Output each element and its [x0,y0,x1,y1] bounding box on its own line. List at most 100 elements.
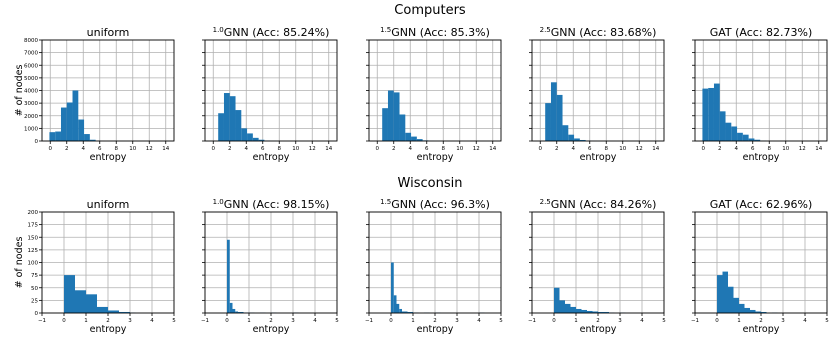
x-tick-label: 3 [455,318,459,324]
panel-title-superscript: 2.5 [540,26,551,34]
panel-title-superscript: 2.5 [540,198,551,206]
histogram-bar [91,294,97,313]
x-tick-label: 6 [425,146,429,152]
panel-title-main: GNN (Acc: 83.68%) [551,26,657,39]
histogram-bar [235,311,238,313]
x-tick-label: 0 [702,146,706,152]
histogram-bar [562,125,569,141]
panel-title: 2.5GNN (Acc: 83.68%) [540,26,657,39]
x-tick-label: 5 [825,318,829,324]
x-tick-label: 4 [477,318,481,324]
x-tick-label: 2 [759,318,763,324]
panel-title: GAT (Acc: 62.96%) [710,198,813,211]
x-tick-label: 1 [84,318,88,324]
y-tick-label: 7000 [24,51,38,57]
histogram-bar [223,93,230,141]
histogram-bar [576,308,582,313]
y-tick-label: 4000 [24,89,38,95]
histogram-panel-0-3: 0 2 4 6 8 10 12 14 entropy 2.5GNN (Acc: 83.68%) [529,26,665,163]
x-tick-label: 10 [782,146,789,152]
histogram-bar [86,294,92,313]
y-tick-label: 0 [35,139,39,145]
histogram-bar [399,308,402,313]
panel-title: 1.0GNN (Acc: 85.24%) [213,26,330,39]
x-tick-label: 0 [539,146,543,152]
x-tick-label: 4 [245,146,249,152]
histogram-bar [722,271,728,313]
x-tick-label: 4 [572,146,576,152]
y-tick-label: 8000 [24,38,38,44]
histogram-bar [568,134,575,141]
x-tick-label: 14 [162,146,169,152]
panel-title: GAT (Acc: 82.73%) [710,26,813,39]
x-tick-label: 2 [106,318,110,324]
histogram-bar [559,300,565,313]
x-tick-label: 6 [261,146,265,152]
x-tick-label: 5 [172,318,176,324]
panel-title: 1.5GNN (Acc: 85.3%) [380,26,490,39]
y-tick-label: 75 [31,273,38,279]
histogram-panel-0-2: 0 2 4 6 8 10 12 14 entropy 1.5GNN (Acc: 85.3%) [366,26,502,163]
x-axis-label: entropy [253,152,290,163]
x-axis-label: entropy [90,324,127,335]
x-axis-label: entropy [253,324,290,335]
histogram-bar [252,137,259,141]
x-axis-label: entropy [580,324,617,335]
histogram-bar [229,96,236,141]
histogram-bar [227,239,230,313]
histogram-bar [570,306,576,313]
x-tick-label: 8 [442,146,446,152]
histogram-bar [258,139,265,141]
panel-title-main: GNN (Acc: 98.15%) [224,198,330,211]
x-tick-label: 10 [292,146,299,152]
bar-group [227,239,299,313]
x-axis-label: entropy [417,324,454,335]
histogram-bar [108,310,114,313]
histogram-bar [702,88,709,141]
histogram-bar [235,110,242,141]
x-axis-label: entropy [743,152,780,163]
y-tick-label: 200 [28,210,39,216]
histogram-bar [761,311,767,313]
histogram-bar [725,122,732,141]
histogram-bar [393,92,400,141]
histogram-bar [581,309,587,313]
x-tick-label: 12 [309,146,316,152]
histogram-bar [603,311,609,313]
histogram-bar [565,303,571,313]
x-tick-label: 0 [715,318,719,324]
x-tick-label: 4 [150,318,154,324]
x-tick-label: 8 [115,146,119,152]
panel-title-main: GNN (Acc: 85.24%) [224,26,330,39]
y-tick-label: 100 [28,261,39,267]
y-axis-label: # of nodes [14,65,25,117]
y-tick-label: 5000 [24,76,38,82]
row-title-wisconsin: Wisconsin [398,176,463,191]
histogram-bar [124,311,130,313]
x-tick-label: 4 [82,146,86,152]
panel-title: 1.5GNN (Acc: 96.3%) [380,198,490,211]
histogram-bar [80,290,86,313]
histogram-bar [416,139,423,141]
histogram-bar [113,310,119,313]
histogram-panel-0-1: 0 2 4 6 8 10 12 14 entropy 1.0GNN (Acc: 85.24%) [202,26,338,163]
x-tick-label: 6 [751,146,755,152]
histogram-bar [411,136,417,141]
histogram-bar [592,311,598,313]
panel-title-main: GNN (Acc: 84.26%) [551,198,657,211]
histogram-bar [396,303,400,313]
histogram-bar [755,311,761,313]
histogram-bar [598,311,604,313]
panel-title-superscript: 1.5 [380,198,391,206]
panel-title: uniform [87,198,130,211]
histogram-bar [102,306,108,313]
x-tick-label: 0 [376,146,380,152]
y-tick-label: 25 [31,298,38,304]
x-tick-label: 3 [291,318,295,324]
x-tick-label: 10 [619,146,626,152]
histogram-panel-0-4: 0 2 4 6 8 10 12 14 entropy GAT (Acc: 82.73%) [692,26,828,163]
panel-title-superscript: 1.5 [380,26,391,34]
y-axis-label: # of nodes [14,237,25,289]
x-tick-label: 12 [799,146,806,152]
histogram-bar [247,133,253,141]
